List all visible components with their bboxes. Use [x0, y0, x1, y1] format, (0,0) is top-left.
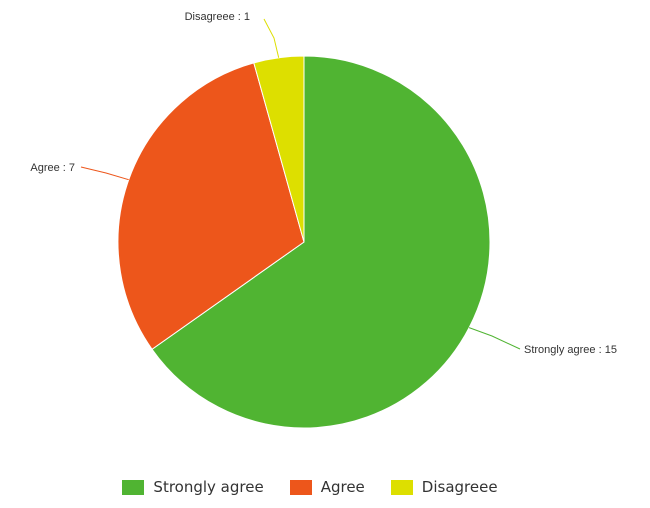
legend-swatch-agree: [289, 479, 312, 495]
pie-chart-svg: Strongly agree : 15 Agree : 7 Disagreee : …: [30, 11, 617, 429]
pie-slice-disagreee[interactable]: [253, 55, 305, 243]
slice-label-connectors: [80, 18, 521, 350]
legend-swatch-strongly-agree: [122, 479, 145, 495]
legend-item-strongly-agree[interactable]: Strongly agree: [122, 478, 264, 496]
slice-label-strongly-agree: Strongly agree : 15: [524, 344, 617, 356]
connector-agree: [80, 166, 129, 181]
legend-item-disagreee[interactable]: Disagreee: [390, 478, 498, 496]
legend-label-strongly-agree: Strongly agree: [153, 478, 264, 496]
legend-label-disagreee: Disagreee: [421, 478, 498, 496]
legend-label-agree: Agree: [320, 478, 365, 496]
legend-swatch-disagreee: [390, 479, 413, 495]
slice-labels: Strongly agree : 15 Agree : 7 Disagreee : …: [30, 11, 617, 356]
legend-item-agree[interactable]: Agree: [289, 478, 365, 496]
pie-slice-agree[interactable]: [117, 62, 305, 350]
chart-legend: Strongly agree Agree Disagreee: [0, 478, 620, 496]
connector-disagreee: [263, 18, 280, 58]
slice-label-disagreee: Disagreee : 1: [185, 11, 250, 23]
pie-slices: [117, 55, 491, 429]
connector-strongly-agree: [468, 327, 521, 350]
slice-label-agree: Agree : 7: [30, 162, 75, 174]
